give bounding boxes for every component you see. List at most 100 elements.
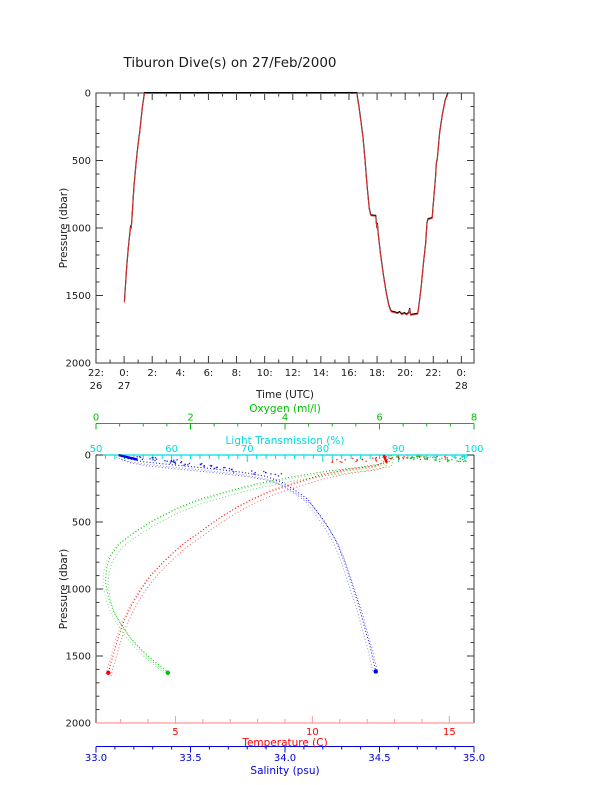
- oxygen-scatter-point: [413, 458, 415, 461]
- time-tick-label: 22:: [425, 368, 441, 379]
- oxygen-scatter-point: [465, 460, 467, 463]
- oxygen-scatter-point: [434, 456, 436, 459]
- salinity-scatter-point: [166, 460, 168, 462]
- salinity-scatter-point: [274, 473, 276, 476]
- light_transmission-scatter-point: [453, 456, 456, 458]
- temperature-scatter-point: [398, 457, 400, 459]
- pressure-tick-label: 2000: [66, 359, 91, 370]
- light-tick-label: 80: [316, 444, 329, 455]
- salinity-profile-trace: [120, 458, 379, 676]
- salinity-scatter-point: [213, 467, 216, 470]
- plot-box: [95, 92, 475, 364]
- salinity-profile-trace: [118, 454, 377, 672]
- light_transmission-scatter-point: [429, 456, 432, 458]
- oxygen-scatter-point: [411, 456, 413, 458]
- salinity-scatter-point: [253, 473, 255, 475]
- salinity-scatter-point: [155, 458, 158, 461]
- dive-track-red: [123, 93, 449, 316]
- salinity-scatter-point: [152, 456, 154, 459]
- oxygen-tick-label: 6: [376, 413, 382, 424]
- page-title: Tiburon Dive(s) on 27/Feb/2000: [122, 55, 336, 71]
- pressure-axis-tick-labels-bottom: 0 500 1000 1500 2000: [66, 451, 91, 730]
- temperature-scatter-point: [389, 457, 392, 460]
- temperature-profile-trace: [110, 458, 388, 677]
- pressure-tick-label: 0: [85, 89, 91, 100]
- salinity-scatter-point: [209, 465, 212, 467]
- salinity-scatter-point: [141, 458, 144, 461]
- oxygen-scatter-point: [448, 459, 450, 462]
- bottom-plot-frame: [95, 454, 475, 724]
- light_transmission-scatter-point: [463, 455, 466, 458]
- salinity-scatter-point: [183, 464, 185, 466]
- pressure-tick-label: 500: [72, 518, 91, 529]
- light_transmission-scatter-point: [455, 456, 457, 459]
- temperature-scatter-point: [336, 458, 338, 461]
- salinity-scatter-point: [174, 462, 177, 465]
- temperature-scatter-point: [344, 458, 346, 461]
- salinity-scatter-point: [270, 473, 272, 475]
- salinity-scatter-point: [170, 459, 173, 462]
- temperature-axis: 5 10 15: [96, 716, 474, 738]
- temperature-scatter-point: [390, 458, 393, 460]
- salinity-scatter-point: [215, 466, 218, 469]
- salinity-scatter-point: [136, 455, 138, 458]
- time-tick-label: 6:: [204, 368, 214, 379]
- time-tick-label: 22:: [88, 368, 104, 379]
- salinity-scatter-point: [228, 467, 231, 470]
- oxygen-max-depth-blob: [165, 670, 171, 675]
- salinity-scatter-point: [173, 461, 176, 463]
- oxygen-scatter-point: [464, 459, 466, 462]
- temperature-scatter-point: [341, 461, 343, 463]
- temperature-axis-title: Temperature (C): [241, 737, 327, 749]
- salinity-scatter-point: [188, 462, 191, 465]
- salinity-scatter-point: [173, 459, 175, 462]
- light_transmission-scatter-point: [431, 456, 434, 459]
- temperature-scatter-point: [385, 456, 387, 458]
- ctd-profile-data: [102, 453, 468, 678]
- temperature-scatter-point: [374, 458, 377, 460]
- pressure-axis-title-bottom: Pressure (dbar): [58, 549, 70, 629]
- time-tick-label: 2:: [147, 368, 157, 379]
- time-tick-label: 8:: [232, 368, 242, 379]
- pressure-tick-label: 500: [72, 156, 91, 167]
- time-tick-label: 0:: [119, 368, 129, 379]
- light_transmission-scatter-point: [465, 456, 468, 459]
- salinity-scatter-point: [164, 460, 166, 462]
- salinity-scatter-point: [265, 471, 267, 474]
- salinity-tick-label: 34.5: [368, 753, 390, 764]
- temperature-scatter-point: [365, 460, 367, 463]
- salinity-scatter-point: [176, 459, 178, 461]
- temperature-profile-trace: [107, 454, 386, 673]
- pressure-tick-label: 1000: [66, 585, 91, 596]
- light-tick-label: 100: [464, 444, 483, 455]
- light_transmission-scatter-point: [459, 457, 462, 459]
- salinity-scatter-point: [263, 470, 265, 473]
- oxygen-scatter-point: [416, 455, 418, 458]
- temperature-scatter-point: [446, 456, 449, 459]
- salinity-scatter-point: [232, 471, 235, 473]
- oxygen-scatter-point: [451, 458, 453, 461]
- time-tick-label: 10:: [257, 368, 273, 379]
- light_transmission-scatter-point: [461, 456, 463, 458]
- day-tick-label: 27: [118, 381, 131, 392]
- time-tick-label: 20:: [397, 368, 413, 379]
- day-tick-label: 28: [455, 381, 468, 392]
- oxygen-profile-trace: [107, 458, 395, 678]
- salinity-scatter-point: [149, 458, 151, 460]
- temperature-tick-label: 10: [306, 727, 319, 738]
- pressure-tick-label: 1500: [66, 291, 91, 302]
- salinity-scatter-point: [184, 463, 186, 465]
- salinity-profile-trace: [115, 456, 374, 674]
- salinity-scatter-point: [169, 462, 171, 464]
- oxygen-scatter-point: [423, 458, 426, 460]
- temperature-scatter-point: [331, 459, 334, 461]
- oxygen-scatter-point: [457, 460, 460, 463]
- salinity-scatter-point: [134, 458, 136, 461]
- oxygen-axis-title: Oxygen (ml/l): [249, 403, 321, 415]
- light-tick-label: 90: [392, 444, 405, 455]
- temperature-scatter-point: [402, 458, 405, 460]
- oxygen-tick-label: 8: [471, 413, 477, 424]
- top-plot-frame: [95, 92, 475, 364]
- salinity-tick-label: 33.0: [85, 753, 107, 764]
